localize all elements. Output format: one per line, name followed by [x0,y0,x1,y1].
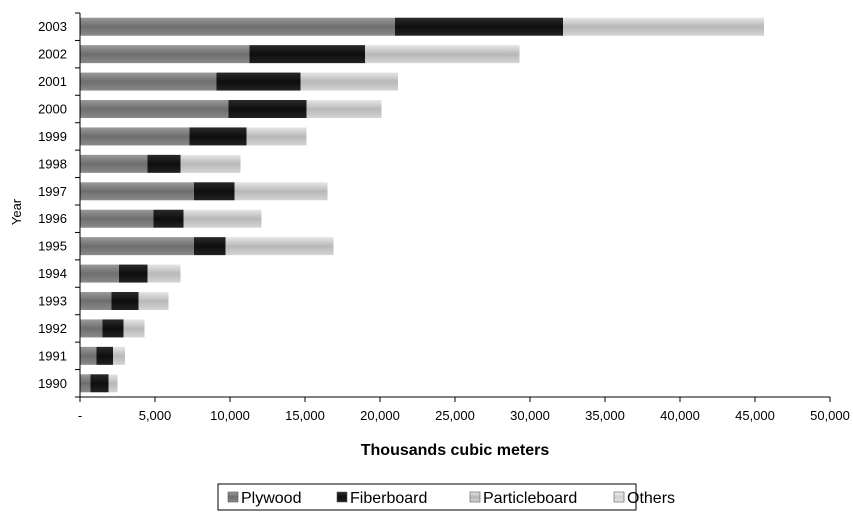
bar-1999-plywood [80,127,190,146]
axes-layer: 2003 2002 2001 2000 1999 1998 1997 1996 1995 1994… [38,12,850,423]
bar-1992-fiberboard [102,319,124,338]
x-tick-label: 20,000 [360,408,400,423]
x-axis-title: Thousands cubic meters [361,442,550,459]
y-tick-label: 1992 [38,321,67,336]
bar-1997-particleboard [234,182,328,201]
y-tick-label: 1994 [38,266,67,281]
y-tick-label: 2000 [38,102,67,117]
x-tick-label: 25,000 [435,408,475,423]
legend-label-fiberboard: Fiberboard [350,490,427,507]
x-tick-label: 10,000 [210,408,250,423]
bar-1993-fiberboard [111,292,139,310]
y-tick-label: 1999 [38,129,67,144]
y-tick-label: 1997 [38,184,67,199]
legend-box [217,483,637,511]
legend-swatch-particleboard [469,491,481,503]
bar-1992-particleboard [123,319,145,338]
bar-1999-particleboard [246,127,307,146]
x-tick-label: 5,000 [139,408,172,423]
bar-1997-plywood [80,182,194,201]
bar-1992-plywood [80,319,103,338]
y-tick-label: 1990 [38,376,67,391]
bar-1994-plywood [80,264,119,283]
bar-1998-particleboard [180,154,241,173]
x-tick-label: 30,000 [510,408,550,423]
bar-1995-particleboard [225,237,334,256]
legend-label-plywood: Plywood [241,490,301,507]
bar-1990-plywood [80,374,91,393]
x-tick-label: 45,000 [735,408,775,423]
legend-swatch-others [613,491,625,503]
y-tick-label: 2002 [38,47,67,62]
legend-swatch-plywood [227,491,239,503]
bar-2000-particleboard [306,100,382,118]
bar-2001-fiberboard [216,72,301,91]
bar-2002-particleboard [365,45,520,64]
legend-label-particleboard: Particleboard [483,490,577,507]
bar-1997-fiberboard [194,182,235,201]
x-tick-label: 40,000 [660,408,700,423]
y-axis-title: Year [9,198,24,225]
bar-2000-fiberboard [228,100,307,118]
y-tick-label: 1996 [38,211,67,226]
y-tick-label: 1991 [38,348,67,363]
legend-swatch-fiberboard [336,491,348,503]
bar-2003-plywood [80,17,395,36]
bar-1998-fiberboard [147,154,181,173]
y-tick-label: 1995 [38,239,67,254]
bar-1991-fiberboard [96,346,113,365]
y-tick-label: 1993 [38,294,67,309]
bar-2000-plywood [80,100,229,118]
bar-1996-particleboard [183,209,262,228]
x-tick-label: 15,000 [285,408,325,423]
bar-1996-plywood [80,209,154,228]
bar-2002-plywood [80,45,250,64]
legend: Plywood Fiberboard Particleboard Others [217,483,675,511]
bar-1994-fiberboard [119,264,148,283]
y-tick-label: 1998 [38,156,67,171]
bar-1995-fiberboard [194,237,226,256]
bar-1993-particleboard [138,292,169,310]
bars-layer [80,17,764,393]
bar-2001-plywood [80,72,217,91]
bar-2003-particleboard [563,17,764,36]
bar-1996-fiberboard [153,209,184,228]
bar-1994-particleboard [147,264,181,283]
bar-2001-particleboard [300,72,398,91]
bar-1991-particleboard [113,346,125,365]
x-tick-label: - [78,408,82,423]
x-tick-label: 35,000 [585,408,625,423]
bar-1998-plywood [80,154,148,173]
bar-1993-plywood [80,292,112,310]
bar-1991-plywood [80,346,97,365]
y-tick-label: 2001 [38,74,67,89]
y-tick-label: 2003 [38,19,67,34]
legend-label-others: Others [627,490,675,507]
bar-1990-particleboard [108,374,118,393]
bar-1999-fiberboard [189,127,247,146]
bar-2002-fiberboard [249,45,365,64]
bar-2003-fiberboard [395,17,563,36]
bar-1995-plywood [80,237,194,256]
x-tick-label: 50,000 [810,408,850,423]
bar-1990-fiberboard [90,374,109,393]
